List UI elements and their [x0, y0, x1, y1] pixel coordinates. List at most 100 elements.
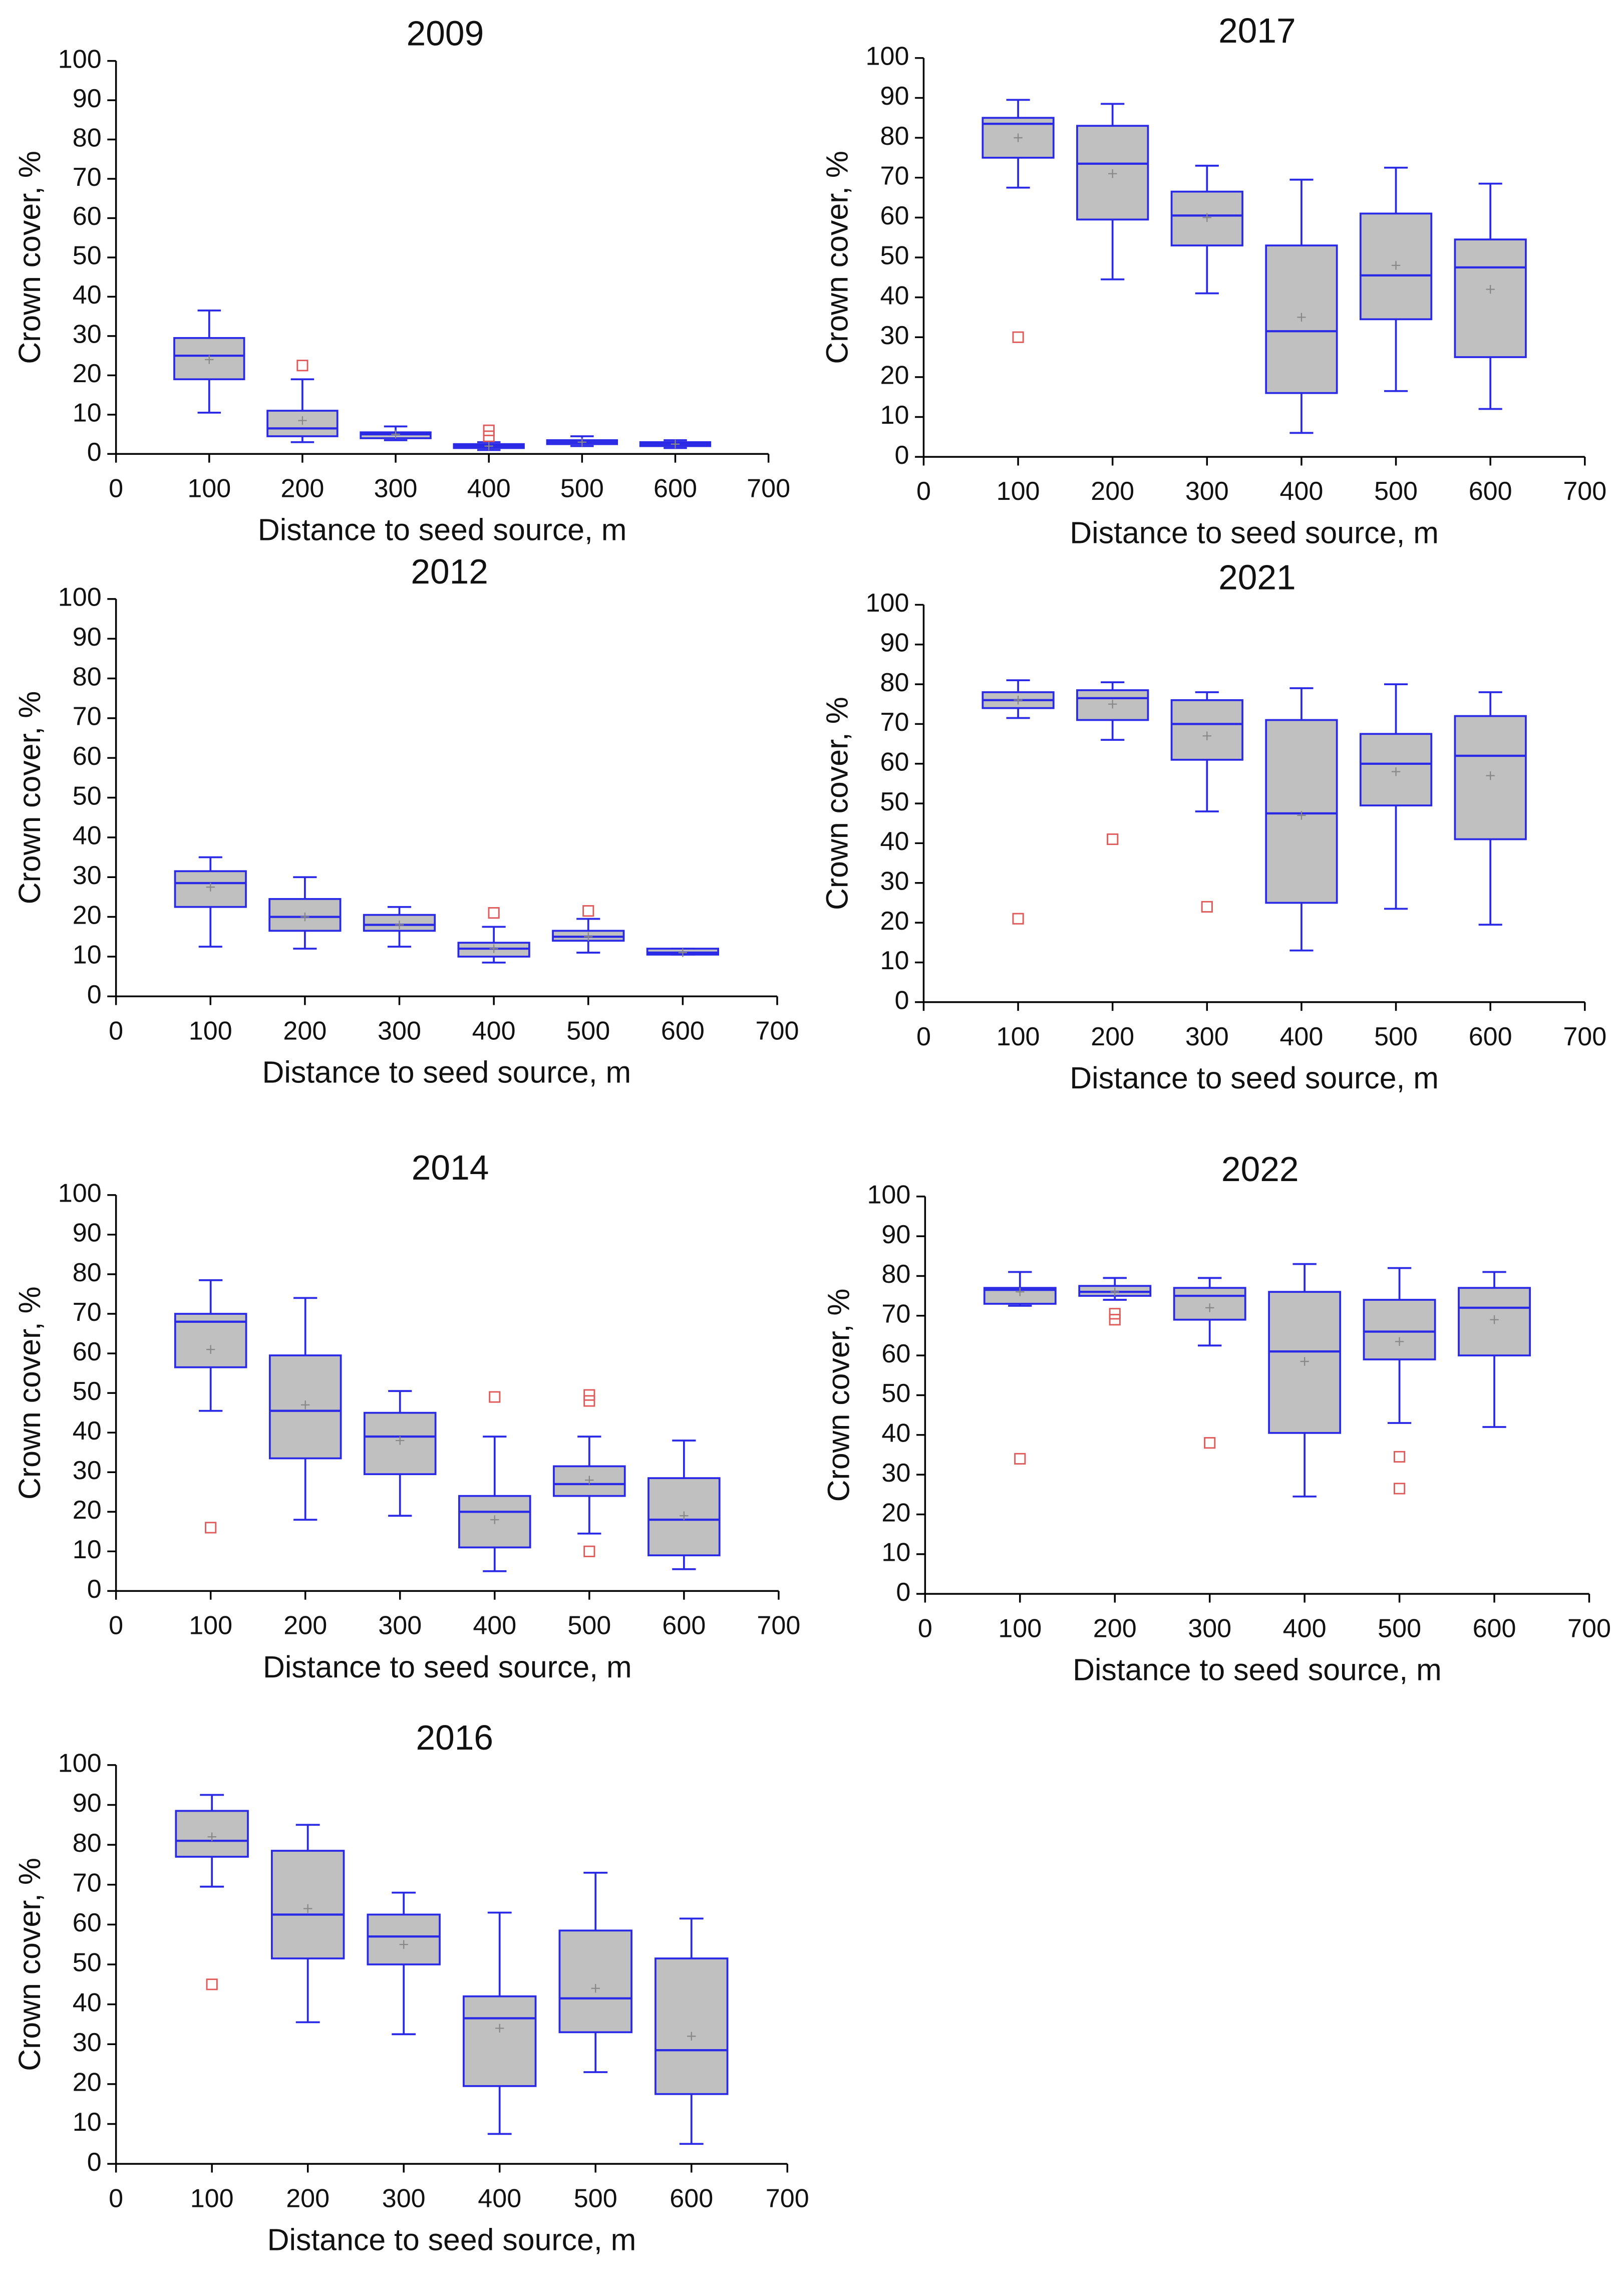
x-tick-label: 400: [473, 1611, 516, 1640]
mean-marker: [1486, 284, 1495, 294]
y-tick-label: 30: [881, 1459, 910, 1488]
x-axis-label: Distance to seed source, m: [1073, 1653, 1442, 1687]
y-tick-label: 30: [880, 867, 909, 896]
panel: 0 10 20 30 40 50 60 70 80 90 100 0 100 200 300 400 500 60…: [13, 1718, 809, 2257]
x-tick-label: 0: [109, 1016, 123, 1045]
y-tick-label: 50: [880, 241, 909, 270]
outlier: [296, 360, 308, 372]
x-axis-label: Distance to seed source, m: [267, 2223, 636, 2257]
x-axis-label: Distance to seed source, m: [263, 1650, 632, 1684]
x-tick-label: 600: [1469, 1022, 1512, 1051]
mean-marker: [303, 1904, 312, 1913]
x-tick-label: 600: [1469, 477, 1512, 506]
mean-marker: [680, 1511, 689, 1520]
x-tick-label: 200: [1091, 477, 1134, 506]
outlier: [582, 905, 594, 917]
mean-marker: [1297, 313, 1306, 322]
mean-marker: [490, 1515, 499, 1524]
mean-marker: [577, 438, 587, 447]
mean-marker: [585, 1476, 594, 1485]
y-axis-label: Crown cover, %: [13, 1858, 47, 2071]
y-tick-label: 70: [73, 702, 102, 731]
x-tick-label: 500: [574, 2184, 617, 2213]
y-tick-label: 50: [881, 1379, 910, 1408]
x-tick-label: 200: [283, 1611, 327, 1640]
y-tick-label: 100: [58, 1749, 102, 1778]
x-tick-label: 300: [378, 1611, 422, 1640]
chart-title: 2021: [1218, 558, 1296, 597]
y-tick-label: 50: [73, 1948, 102, 1977]
mean-marker: [1297, 811, 1306, 820]
mean-marker: [399, 1940, 408, 1949]
y-tick-label: 90: [880, 82, 909, 111]
panel: 0 10 20 30 40 50 60 70 80 90 100 0 100 200 300 400 500 60…: [13, 1148, 801, 1684]
x-axis-label: Distance to seed source, m: [258, 513, 627, 547]
y-tick-label: 60: [73, 1908, 102, 1937]
y-tick-label: 60: [73, 742, 102, 771]
x-tick-label: 100: [189, 1016, 232, 1045]
y-tick-label: 100: [867, 1181, 910, 1210]
y-axis-label: Crown cover, %: [821, 1289, 855, 1502]
y-tick-label: 80: [73, 1258, 102, 1287]
outlier: [1109, 1308, 1121, 1320]
mean-marker: [1014, 696, 1023, 705]
y-tick-label: 10: [73, 2108, 102, 2137]
outlier: [583, 1545, 595, 1557]
y-tick-label: 80: [73, 123, 102, 152]
mean-marker: [687, 2032, 696, 2041]
x-tick-label: 500: [1374, 477, 1418, 506]
y-axis-label: Crown cover, %: [820, 697, 854, 910]
y-tick-label: 90: [73, 623, 102, 652]
y-tick-label: 100: [58, 1179, 102, 1208]
panel: 0 10 20 30 40 50 60 70 80 90 100 0 100 200 300 400 500 60…: [820, 558, 1607, 1095]
y-tick-label: 60: [881, 1339, 910, 1368]
y-tick-label: 10: [73, 1535, 102, 1564]
mean-marker: [1202, 213, 1212, 222]
outlier: [1014, 1453, 1026, 1465]
outlier: [583, 1395, 595, 1407]
y-tick-label: 100: [866, 589, 909, 618]
panel: 0 10 20 30 40 50 60 70 80 90 100 0 100 200 300 400 500 60…: [13, 14, 790, 547]
x-tick-label: 0: [916, 1022, 931, 1051]
x-tick-label: 0: [109, 474, 123, 503]
x-tick-label: 200: [286, 2184, 330, 2213]
y-tick-label: 20: [881, 1498, 910, 1527]
chart-title: 2017: [1218, 11, 1296, 50]
x-tick-label: 600: [670, 2184, 713, 2213]
outlier: [1204, 1437, 1216, 1449]
mean-marker: [678, 948, 688, 957]
y-tick-label: 20: [880, 907, 909, 936]
y-axis-label: Crown cover, %: [13, 151, 47, 364]
x-tick-label: 200: [283, 1016, 327, 1045]
y-tick-label: 60: [73, 202, 102, 231]
mean-marker: [205, 355, 214, 364]
y-tick-label: 80: [880, 122, 909, 151]
x-tick-label: 100: [997, 477, 1040, 506]
y-tick-label: 90: [73, 1219, 102, 1248]
y-tick-label: 80: [73, 1829, 102, 1858]
mean-marker: [1016, 1287, 1025, 1296]
x-tick-label: 600: [661, 1016, 705, 1045]
y-tick-label: 90: [880, 629, 909, 658]
outlier: [1012, 913, 1024, 925]
y-tick-label: 30: [73, 1456, 102, 1485]
y-tick-label: 50: [73, 781, 102, 810]
y-tick-label: 0: [895, 986, 909, 1015]
y-tick-label: 30: [73, 2028, 102, 2057]
x-tick-label: 300: [374, 474, 418, 503]
x-tick-label: 700: [766, 2184, 809, 2213]
y-axis-label: Crown cover, %: [13, 1286, 47, 1500]
chart-title: 2012: [411, 552, 488, 591]
y-tick-label: 40: [880, 827, 909, 856]
y-tick-label: 50: [73, 241, 102, 270]
x-tick-label: 500: [567, 1611, 611, 1640]
y-tick-label: 60: [880, 748, 909, 777]
y-tick-label: 100: [58, 583, 102, 612]
x-tick-label: 200: [280, 474, 324, 503]
x-tick-label: 300: [378, 1016, 421, 1045]
outlier: [583, 1389, 595, 1401]
y-tick-label: 40: [881, 1419, 910, 1448]
outlier: [1107, 833, 1119, 845]
x-tick-label: 0: [916, 477, 931, 506]
outlier: [489, 1391, 501, 1403]
